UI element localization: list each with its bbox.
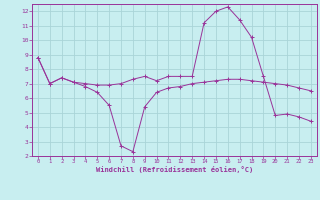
X-axis label: Windchill (Refroidissement éolien,°C): Windchill (Refroidissement éolien,°C)	[96, 166, 253, 173]
